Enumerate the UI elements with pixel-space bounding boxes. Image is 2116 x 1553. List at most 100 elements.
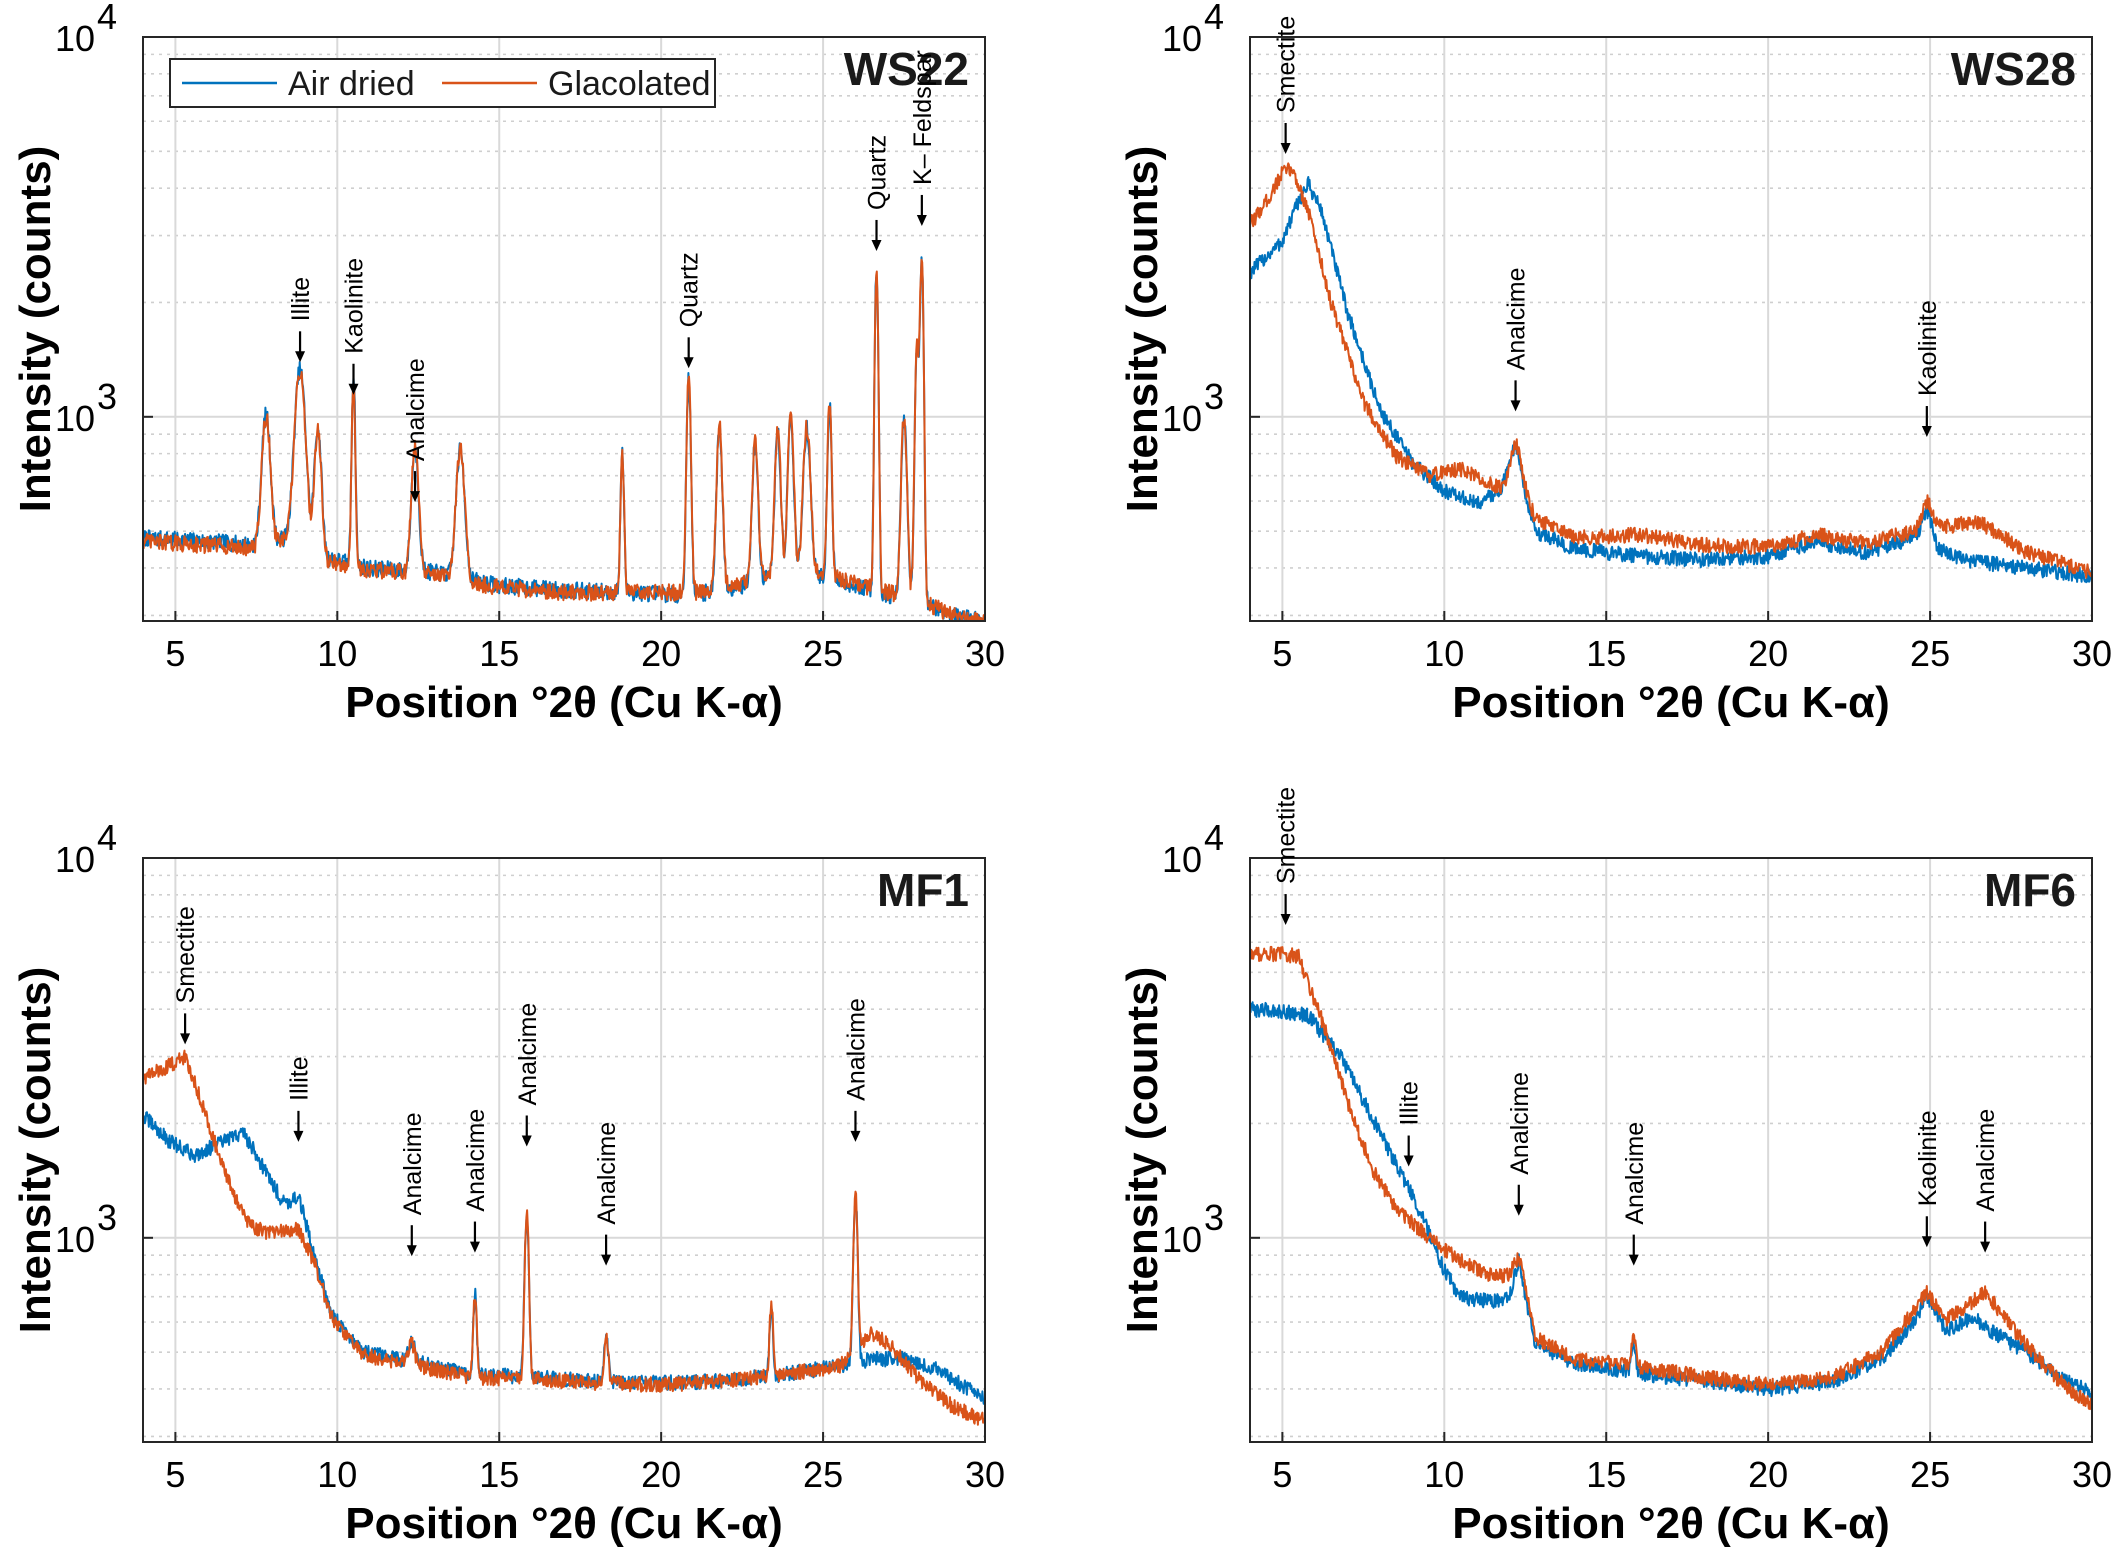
peak-annotation: Illite [1396,1081,1424,1167]
x-tick-label: 10 [317,1454,357,1495]
series-line-air-dried [1249,1001,2093,1398]
x-tick-label: 15 [479,633,519,674]
x-tick-label: 20 [641,633,681,674]
peak-annotation: Kaolinite [341,258,369,395]
x-tick-label: 15 [479,1454,519,1495]
axes-box [1249,857,2093,1443]
arrow-head [916,214,927,226]
y-tick-label: 10 [1162,1219,1202,1260]
peak-label: Analcime [842,998,870,1101]
legend-label-air-dried: Air dried [288,65,415,103]
peak-label: Illite [1396,1081,1424,1125]
panel-title: MF6 [1984,864,2076,916]
x-tick-label: 15 [1586,1454,1626,1495]
axes-box [142,36,986,622]
peak-annotation: Quartz [864,135,892,251]
peak-label: Analcime [1621,1122,1649,1225]
series-line-air-dried [1249,176,2093,584]
x-tick-label: 25 [1910,633,1950,674]
peak-label: Analcime [402,358,430,461]
y-tick-exponent: 3 [1204,1197,1224,1238]
arrow-head [1280,914,1291,926]
peak-label: K– Feldspar [909,50,937,185]
x-tick-label: 10 [317,633,357,674]
arrow-head [1980,1241,1991,1253]
peak-label: Illite [285,1056,313,1100]
x-tick-label: 20 [1748,1454,1788,1495]
x-tick-label: 30 [2072,633,2112,674]
arrow-head [1921,1236,1932,1248]
peak-annotation: Analcime [514,1003,542,1147]
arrow-head [348,383,359,395]
arrow-head [293,1130,304,1142]
peak-annotation: K– Feldspar [909,50,937,226]
y-tick-exponent: 3 [1204,376,1224,417]
x-tick-label: 30 [965,1454,1005,1495]
series-line-glacolated [142,1049,986,1426]
panel-title: WS22 [844,43,969,95]
plot-area [143,858,985,1442]
peak-annotation: Analcime [842,998,870,1142]
peak-annotation: Quartz [676,252,704,369]
peak-annotation: Analcime [399,1112,427,1257]
x-tick-label: 15 [1586,633,1626,674]
series-line-glacolated [142,258,986,622]
peak-label: Analcime [1972,1109,2000,1212]
peak-annotation: Analcime [1506,1072,1534,1216]
peak-annotation: Analcime [1503,268,1531,412]
y-tick-label: 10 [55,18,95,59]
arrow-head [683,357,694,369]
x-tick-label: 25 [803,1454,843,1495]
y-tick-exponent: 4 [97,0,117,37]
peak-annotation: Smectite [1273,787,1301,926]
peak-annotation: Analcime [402,358,430,503]
peak-label: Smectite [172,906,200,1003]
axes-box [142,857,986,1443]
y-tick-exponent: 4 [1204,0,1224,37]
x-axis-label: Position °2θ (Cu K-α) [345,1499,783,1548]
y-axis-label: Intensity (counts) [11,967,60,1334]
peak-annotation: Analcime [462,1109,490,1253]
peak-label: Quartz [864,135,892,210]
peak-annotation: Smectite [1273,16,1301,154]
y-axis-label: Intensity (counts) [1118,146,1167,513]
y-tick-label: 10 [55,398,95,439]
peak-label: Analcime [514,1003,542,1106]
panel-title: WS28 [1951,43,2076,95]
x-axis-label: Position °2θ (Cu K-α) [1452,678,1890,727]
y-axis-label: Intensity (counts) [1118,967,1167,1334]
x-tick-label: 25 [803,633,843,674]
arrow-head [295,351,306,363]
x-tick-label: 20 [641,1454,681,1495]
y-tick-label: 10 [1162,18,1202,59]
series-line-glacolated [1249,162,2093,579]
arrow-head [850,1130,861,1142]
arrow-head [469,1241,480,1253]
peak-annotation: Analcime [1621,1122,1649,1266]
y-tick-exponent: 3 [97,376,117,417]
arrow-head [1280,142,1291,154]
peak-label: Quartz [676,252,704,327]
legend-label-glacolated: Glacolated [548,65,711,103]
y-tick-label: 10 [55,1219,95,1260]
x-tick-label: 5 [165,633,185,674]
peak-label: Smectite [1273,787,1301,884]
y-tick-exponent: 4 [1204,817,1224,858]
arrow-head [871,239,882,251]
peak-label: Analcime [462,1109,490,1212]
x-tick-label: 10 [1424,633,1464,674]
arrow-head [601,1254,612,1266]
peak-label: Analcime [399,1112,427,1215]
arrow-head [406,1245,417,1257]
y-tick-label: 10 [1162,839,1202,880]
x-tick-label: 20 [1748,633,1788,674]
plot-area [143,37,985,621]
peak-label: Analcime [1503,268,1531,371]
x-tick-label: 30 [2072,1454,2112,1495]
arrow-head [1510,400,1521,412]
series-line-glacolated [1249,945,2093,1411]
peak-annotation: Illite [287,277,315,363]
